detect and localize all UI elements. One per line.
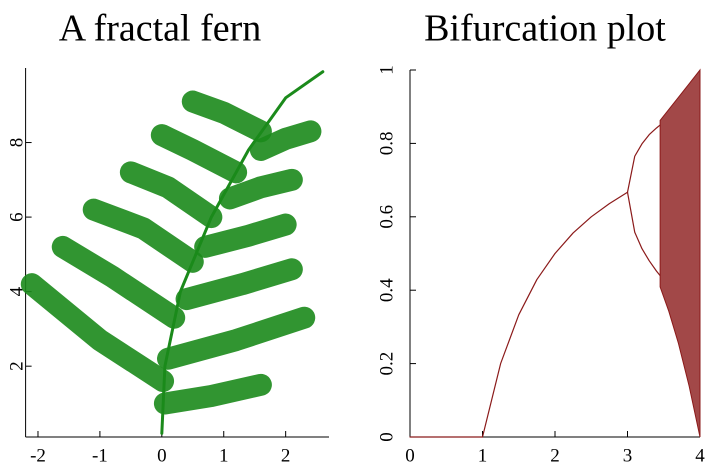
x-tick-label: 1 [478, 445, 488, 466]
frond [94, 210, 193, 262]
x-tick-label: -2 [30, 445, 46, 466]
branch [628, 125, 661, 192]
chart-title: A fractal fern [59, 8, 262, 50]
frond [193, 102, 261, 132]
x-tick-label: 1 [219, 445, 229, 466]
y-tick-label: 0.4 [376, 278, 397, 302]
y-tick-label: 0 [376, 432, 397, 442]
branch [483, 192, 628, 437]
frond [205, 225, 285, 247]
y-tick-label: 8 [6, 138, 27, 148]
chart-title: Bifurcation plot [424, 8, 666, 50]
x-tick-label: -1 [92, 445, 108, 466]
y-tick-label: 0.8 [376, 132, 397, 156]
frond [131, 172, 211, 217]
band [660, 70, 700, 437]
frond [162, 135, 236, 172]
x-tick-label: 2 [550, 445, 560, 466]
x-tick-label: 4 [695, 445, 705, 466]
y-tick-label: 6 [6, 212, 27, 222]
branch [628, 192, 661, 275]
x-tick-label: 0 [405, 445, 415, 466]
y-tick-label: 1 [376, 65, 397, 75]
x-tick-label: 0 [157, 445, 167, 466]
y-tick-label: 2 [6, 361, 27, 371]
frond [187, 269, 292, 299]
y-tick-label: 0.2 [376, 352, 397, 376]
frond [165, 385, 261, 404]
x-tick-label: 2 [281, 445, 291, 466]
y-tick-label: 0.6 [376, 205, 397, 229]
x-tick-label: 3 [623, 445, 633, 466]
figure: A fractal fern -2 -1 0 1 2 2 4 6 8 Bifurcation plo… [0, 0, 708, 470]
frond [168, 318, 304, 359]
frond [63, 247, 174, 318]
